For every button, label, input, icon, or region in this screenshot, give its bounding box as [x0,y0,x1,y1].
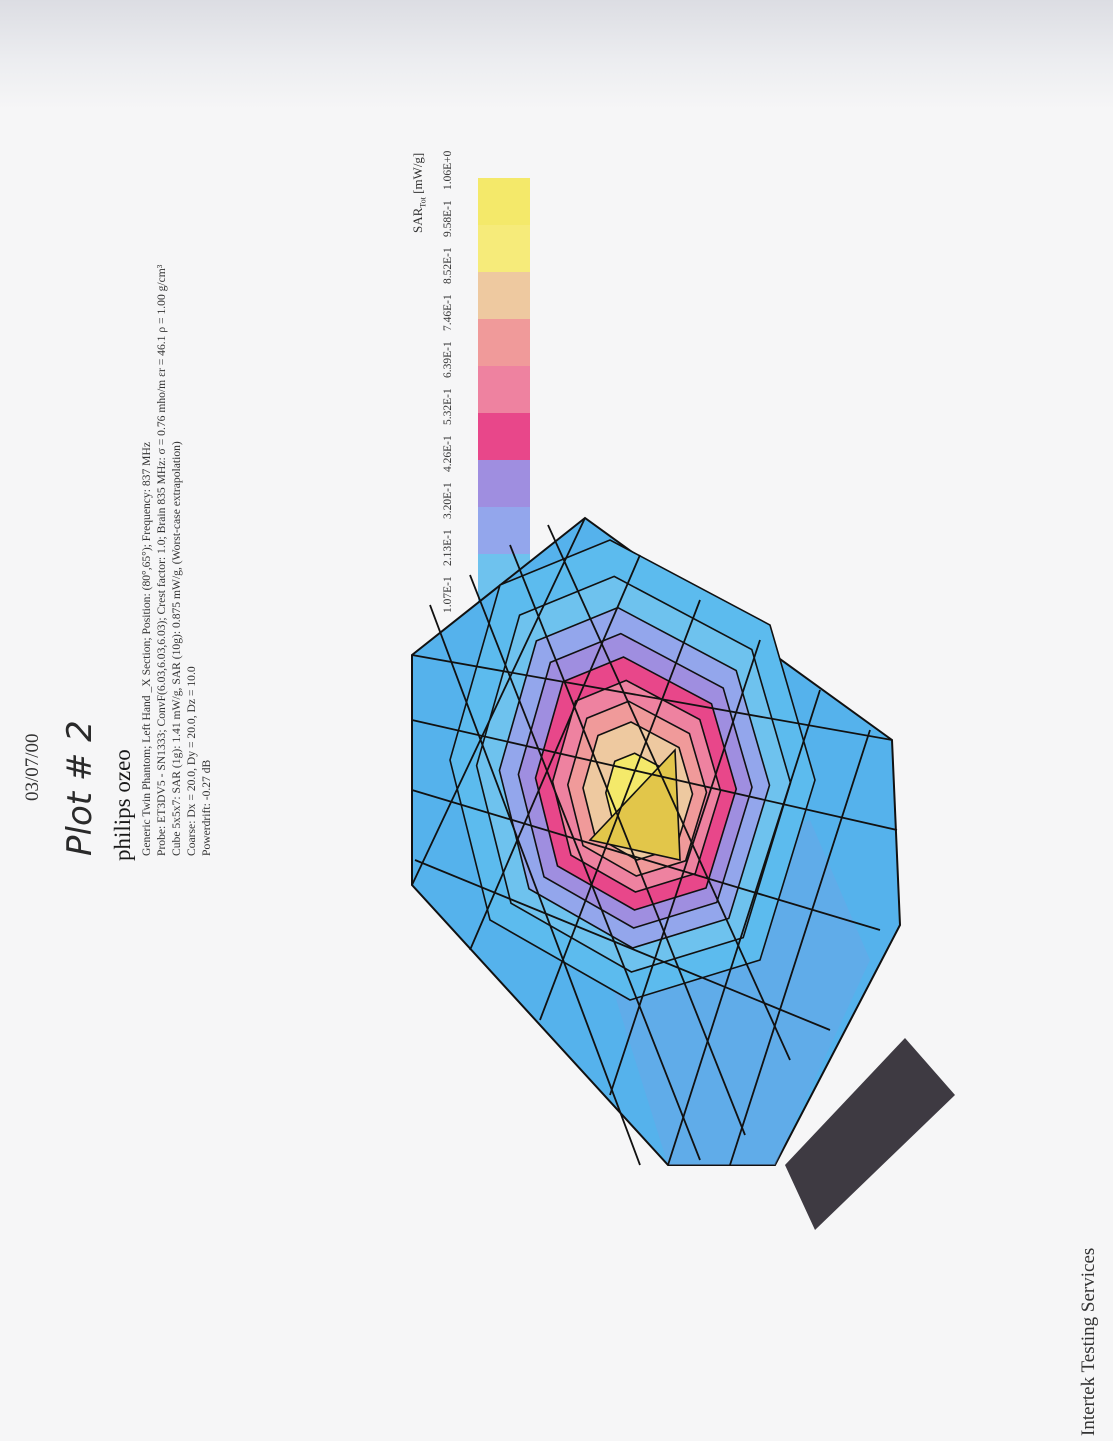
mesh-line [539,599,701,1021]
peak-region [588,748,681,862]
mesh-line [411,789,881,931]
mesh-line [667,689,821,1166]
mesh-line [411,654,893,741]
mesh-line [729,729,871,1166]
mesh-line [609,639,761,1096]
mesh-line [411,719,898,831]
mesh-line [469,554,641,951]
phantom-shadow [785,1038,955,1230]
mesh-line [411,517,586,886]
mesh-line [509,544,746,1136]
mesh-line [547,524,791,1061]
mesh-line [429,604,641,1166]
mesh-line [414,859,831,1031]
scan-background [0,0,1113,110]
footer-company: Intertek Testing Services [1078,1247,1099,1436]
